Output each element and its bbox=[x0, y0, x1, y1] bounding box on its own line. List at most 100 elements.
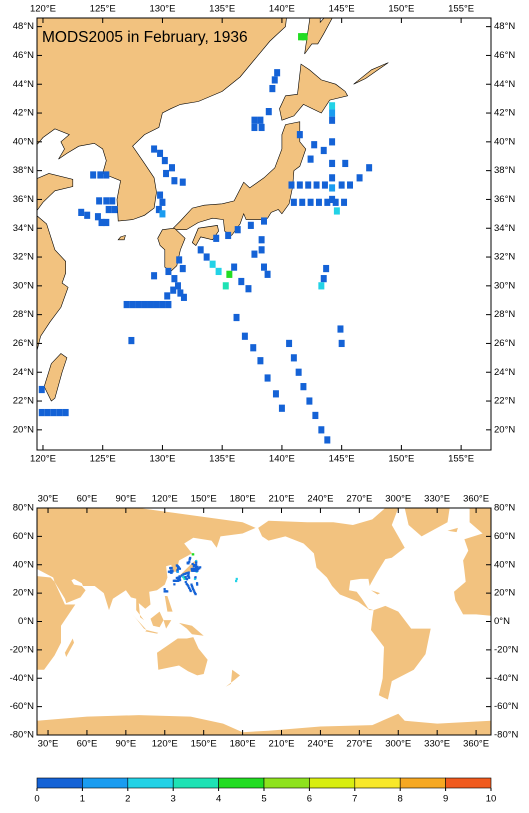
observation-cell bbox=[247, 221, 254, 229]
x-tick-label: 150°E bbox=[191, 739, 217, 750]
observation-cell bbox=[171, 177, 178, 185]
observation-cell bbox=[196, 569, 199, 572]
y-tick-label: 48°N bbox=[494, 21, 515, 32]
observation-cell bbox=[269, 84, 276, 93]
observation-cell bbox=[188, 558, 191, 561]
land bbox=[279, 63, 349, 121]
colorbar-segment bbox=[218, 777, 265, 789]
observation-cell bbox=[313, 181, 320, 189]
observation-cell bbox=[180, 293, 187, 301]
colorbar-label: 9 bbox=[443, 794, 448, 805]
observation-cell bbox=[178, 567, 182, 570]
x-tick-label: 90°E bbox=[116, 739, 137, 750]
colorbar-label: 0 bbox=[34, 794, 39, 805]
observation-cell bbox=[318, 282, 325, 290]
observation-cell bbox=[151, 272, 158, 280]
observation-cell bbox=[258, 123, 265, 132]
observation-cell bbox=[329, 195, 336, 204]
observation-cell bbox=[356, 174, 363, 182]
observation-cell bbox=[250, 344, 257, 352]
y-tick-label: 20°N bbox=[13, 424, 34, 435]
observation-cell bbox=[272, 390, 279, 398]
x-tick-label: 120°E bbox=[152, 494, 178, 505]
x-tick-label: 135°E bbox=[209, 4, 235, 15]
map-frame bbox=[36, 17, 492, 451]
y-tick-label: 26°N bbox=[13, 338, 34, 349]
x-tick-label: 150°E bbox=[191, 494, 217, 505]
land bbox=[37, 576, 76, 670]
x-tick-label: 330°E bbox=[424, 739, 450, 750]
observation-cell bbox=[178, 575, 181, 578]
observation-cell bbox=[196, 565, 199, 568]
observation-cell bbox=[191, 587, 195, 590]
y-tick-label: 0°N bbox=[18, 616, 34, 627]
x-tick-label: 125°E bbox=[90, 4, 116, 15]
observation-cell bbox=[103, 171, 110, 179]
observation-cell bbox=[311, 141, 318, 149]
observation-cell bbox=[195, 582, 199, 585]
y-tick-label: 46°N bbox=[13, 50, 34, 61]
land bbox=[64, 638, 74, 657]
observation-cell bbox=[257, 357, 264, 365]
y-tick-label: 20°N bbox=[494, 588, 515, 599]
colorbar-label: 8 bbox=[398, 794, 403, 805]
x-tick-label: 270°E bbox=[346, 494, 372, 505]
land bbox=[353, 62, 389, 85]
land bbox=[132, 614, 147, 630]
observation-cell bbox=[225, 231, 232, 240]
y-tick-label: 60°N bbox=[13, 531, 34, 542]
observation-cell bbox=[241, 332, 248, 340]
observation-cell bbox=[290, 198, 297, 206]
observation-cell bbox=[190, 583, 193, 586]
observation-cell bbox=[209, 260, 216, 268]
observation-cell bbox=[337, 325, 344, 333]
observation-cell bbox=[271, 76, 278, 84]
y-tick-label: 34°N bbox=[494, 223, 515, 234]
y-tick-label: -20°N bbox=[10, 644, 35, 655]
colorbar-label: 2 bbox=[125, 794, 130, 805]
observation-cell bbox=[90, 171, 97, 179]
land bbox=[304, 18, 333, 55]
observation-cell bbox=[264, 374, 271, 382]
observation-cell bbox=[238, 277, 245, 286]
observation-cell bbox=[231, 263, 238, 271]
observation-cell bbox=[178, 578, 182, 582]
x-tick-label: 60°E bbox=[77, 494, 98, 505]
y-tick-label: 46°N bbox=[494, 50, 515, 61]
x-tick-label: 130°E bbox=[149, 454, 175, 465]
colorbar-segment bbox=[82, 777, 129, 789]
observation-cell bbox=[307, 198, 314, 206]
observation-cell bbox=[186, 583, 189, 587]
observation-cell bbox=[170, 571, 173, 574]
observation-cell bbox=[141, 300, 148, 309]
observation-cell bbox=[84, 211, 91, 219]
y-tick-label: 44°N bbox=[13, 79, 34, 90]
observation-cell bbox=[173, 583, 176, 586]
observation-cell bbox=[176, 256, 183, 264]
y-tick-label: -80°N bbox=[10, 730, 35, 741]
observation-cell bbox=[324, 198, 331, 206]
observation-cell bbox=[306, 397, 313, 405]
observation-cell bbox=[194, 593, 197, 596]
land bbox=[225, 669, 240, 687]
observation-cell bbox=[233, 313, 240, 322]
observation-cell bbox=[274, 69, 281, 77]
y-tick-label: 32°N bbox=[13, 252, 34, 263]
observation-cell bbox=[296, 131, 303, 139]
observation-cell bbox=[315, 198, 322, 206]
observation-cell bbox=[177, 289, 184, 297]
y-tick-label: 40°N bbox=[494, 136, 515, 147]
y-tick-label: 40°N bbox=[494, 559, 515, 570]
observation-cell bbox=[226, 270, 233, 278]
observation-cell bbox=[307, 155, 314, 163]
observation-cell bbox=[347, 181, 354, 189]
observation-cell bbox=[123, 300, 130, 309]
observation-cell bbox=[177, 578, 180, 582]
observation-cell bbox=[258, 236, 265, 244]
observation-cell bbox=[166, 590, 169, 593]
x-tick-label: 270°E bbox=[346, 739, 372, 750]
observation-cell bbox=[56, 408, 63, 417]
observation-cell bbox=[258, 246, 265, 254]
observation-cell bbox=[186, 574, 189, 577]
observation-cell bbox=[109, 197, 116, 205]
